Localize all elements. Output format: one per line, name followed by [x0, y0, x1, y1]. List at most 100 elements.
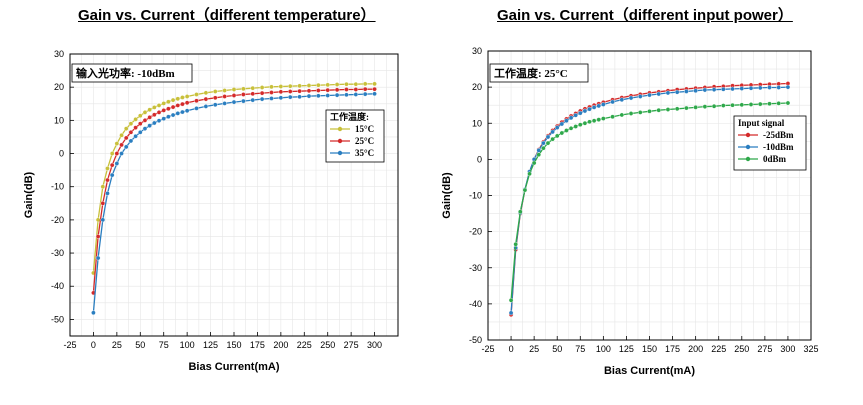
data-point	[522, 187, 528, 193]
data-point	[241, 98, 246, 104]
legend-title: Input signal	[738, 118, 785, 128]
y-tick-label: -10	[469, 191, 482, 201]
data-point	[306, 83, 312, 88]
x-tick-label: 125	[619, 344, 634, 354]
data-point	[325, 82, 331, 88]
data-point	[175, 103, 181, 108]
x-tick-label: 225	[711, 344, 726, 354]
data-point	[541, 140, 546, 146]
data-point	[161, 116, 167, 121]
data-point	[175, 96, 181, 102]
data-point	[222, 94, 227, 99]
data-point	[119, 151, 124, 156]
legend-marker	[745, 156, 751, 162]
data-point	[536, 152, 542, 157]
x-tick-label: 125	[203, 340, 218, 350]
data-point	[513, 241, 518, 247]
data-point	[114, 161, 120, 166]
data-point	[114, 141, 120, 146]
data-point	[287, 89, 293, 94]
data-point	[577, 110, 583, 116]
data-point	[665, 107, 671, 112]
data-point	[541, 145, 546, 151]
data-point	[194, 98, 199, 104]
data-point	[757, 101, 763, 107]
legend-marker	[337, 126, 343, 132]
y-tick-label: -50	[469, 335, 482, 345]
data-point	[637, 94, 643, 99]
data-point	[545, 134, 551, 140]
data-point	[231, 93, 237, 98]
data-point	[156, 110, 162, 115]
data-point	[628, 111, 634, 116]
data-point	[137, 121, 143, 126]
grid	[69, 53, 399, 337]
data-point	[564, 128, 569, 133]
series-group	[508, 81, 791, 318]
data-point	[105, 191, 110, 196]
x-tick-label: 50	[135, 340, 145, 350]
data-point	[693, 88, 698, 94]
data-point	[767, 85, 772, 90]
data-point	[184, 94, 190, 99]
x-tick-label: 150	[226, 340, 241, 350]
x-tick-label: 100	[596, 344, 611, 354]
x-tick-label: 175	[250, 340, 265, 350]
data-point	[287, 83, 293, 89]
data-point	[587, 119, 592, 125]
data-point	[628, 95, 634, 101]
legend-entry: 15°C	[355, 124, 374, 134]
data-point	[591, 105, 597, 110]
x-tick-label: 25	[112, 340, 122, 350]
chart-0: -25 0 25 50 75 100 125 150 175 200 225 250 275 300-50…	[23, 49, 399, 373]
data-point	[91, 310, 96, 316]
data-point	[306, 88, 312, 94]
legend-marker	[337, 138, 343, 144]
data-point	[152, 120, 157, 126]
data-point	[596, 117, 602, 122]
data-point	[231, 99, 237, 105]
data-point	[100, 217, 106, 223]
data-point	[554, 133, 560, 139]
data-point	[334, 82, 340, 87]
series-group	[91, 81, 377, 316]
data-point	[184, 100, 190, 106]
data-point	[100, 200, 106, 206]
x-tick-label: 200	[273, 340, 288, 350]
data-point	[128, 138, 134, 144]
data-point	[259, 90, 265, 96]
x-tick-label: 225	[297, 340, 312, 350]
data-point	[123, 144, 129, 150]
x-tick-label: 300	[367, 340, 382, 350]
data-point	[128, 129, 134, 135]
data-point	[95, 234, 101, 239]
data-point	[559, 130, 565, 136]
data-point	[105, 166, 110, 171]
data-point	[222, 101, 227, 106]
data-point	[259, 85, 265, 90]
data-point	[647, 92, 652, 98]
x-tick-label: -25	[481, 344, 494, 354]
y-tick-label: 20	[472, 82, 482, 92]
data-point	[776, 85, 782, 90]
data-point	[656, 91, 662, 97]
data-point	[180, 95, 185, 100]
data-point	[564, 118, 569, 124]
data-point	[166, 114, 171, 120]
y-tick-label: 10	[54, 115, 64, 125]
data-point	[785, 84, 791, 90]
grid	[487, 50, 812, 341]
data-point	[166, 99, 171, 105]
data-point	[344, 87, 349, 92]
data-point	[152, 105, 157, 110]
data-point	[95, 255, 101, 261]
data-point	[684, 105, 689, 111]
data-point	[344, 92, 349, 98]
y-tick-label: 30	[54, 49, 64, 59]
data-point	[109, 172, 115, 178]
data-point	[711, 103, 717, 109]
data-point	[656, 107, 662, 113]
data-point	[582, 120, 588, 126]
data-point	[362, 91, 368, 97]
